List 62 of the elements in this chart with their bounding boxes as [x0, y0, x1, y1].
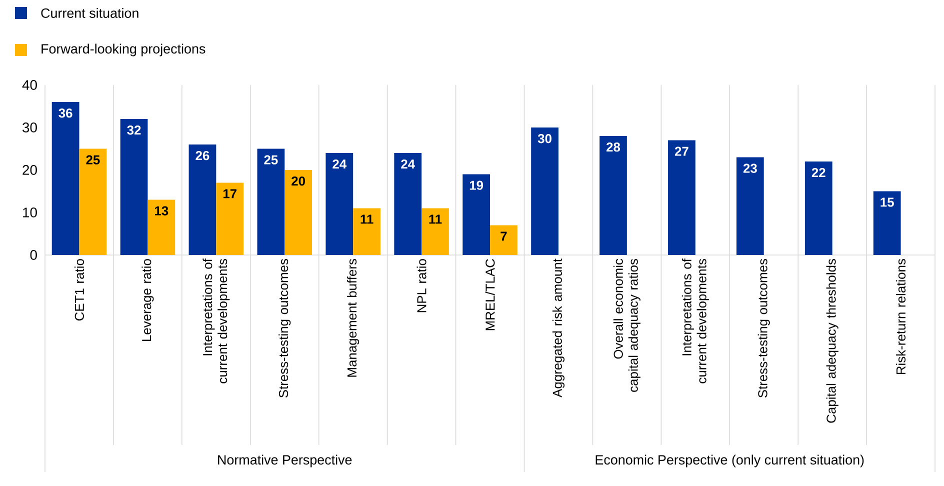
- x-tick-label: Aggregated risk amount: [552, 258, 565, 398]
- data-label: 30: [538, 134, 552, 144]
- data-label: 27: [674, 146, 688, 156]
- data-label: 32: [127, 126, 141, 135]
- x-tick-label: Management buffers: [347, 258, 360, 377]
- x-tick-label: Stress-testing outcomes: [758, 258, 770, 398]
- x-tick-label: Interpretations of current developments: [682, 258, 709, 384]
- bar: [736, 157, 764, 255]
- bar: [804, 161, 832, 255]
- x-tick-label: Stress-testing outcomes: [278, 258, 291, 398]
- legend-label: Forward-looking projections: [42, 44, 206, 56]
- legend-label: Current situation: [41, 8, 138, 18]
- text: Normative Perspective: [218, 454, 352, 468]
- x-tick-label: Interpretations of current developments: [202, 258, 230, 384]
- bar: [188, 144, 216, 255]
- bar: [353, 208, 380, 255]
- bar: [284, 170, 312, 255]
- x-tick-label: Leverage ratio: [142, 259, 154, 341]
- bar: [52, 102, 80, 255]
- bar: [422, 208, 449, 255]
- data-label: 23: [743, 164, 757, 173]
- bar: [531, 127, 558, 255]
- x-tick-label: Overall economic capital adequacy ratios: [613, 258, 640, 392]
- data-label: 13: [155, 206, 168, 216]
- x-tick-label: NPL ratio: [416, 259, 426, 312]
- data-label: 25: [264, 155, 278, 164]
- data-label: 24: [332, 160, 347, 169]
- bar: [120, 118, 148, 255]
- data-label: 15: [880, 198, 894, 207]
- data-label: 28: [606, 142, 620, 152]
- data-label: 7: [500, 232, 507, 241]
- y-tick-label: 20: [22, 165, 37, 175]
- x-tick-label: Capital adequacy thresholds: [826, 259, 838, 423]
- data-label: 19: [470, 180, 484, 190]
- data-label: 20: [292, 176, 305, 186]
- bar: [462, 174, 490, 255]
- bar: [216, 182, 244, 255]
- bar: [394, 152, 422, 255]
- bar: [79, 148, 107, 255]
- data-label: 22: [812, 168, 826, 178]
- y-tick-label: 30: [22, 122, 37, 132]
- text: Economic Perspective (only current situation): [596, 454, 864, 468]
- data-label: 36: [58, 108, 72, 118]
- bar: [148, 200, 176, 255]
- data-label: 24: [401, 160, 415, 169]
- y-tick-label: 40: [22, 80, 37, 90]
- x-tick-label: CET1 ratio: [74, 259, 84, 320]
- x-tick-label: MREL/TLAC: [485, 259, 495, 330]
- data-label: 25: [86, 155, 100, 164]
- data-label: 11: [360, 214, 374, 224]
- y-tick-label: 10: [23, 208, 37, 218]
- y-tick-label: 0: [30, 250, 37, 260]
- bar: [257, 148, 285, 255]
- data-label: 11: [429, 214, 442, 224]
- x-tick-label: Risk-return relations: [896, 258, 906, 374]
- data-label: 26: [196, 151, 210, 160]
- bar: [600, 136, 627, 255]
- bar: [490, 225, 518, 255]
- bar: [326, 152, 354, 255]
- data-label: 17: [223, 189, 236, 198]
- bar: [668, 140, 696, 255]
- bar: [873, 191, 901, 255]
